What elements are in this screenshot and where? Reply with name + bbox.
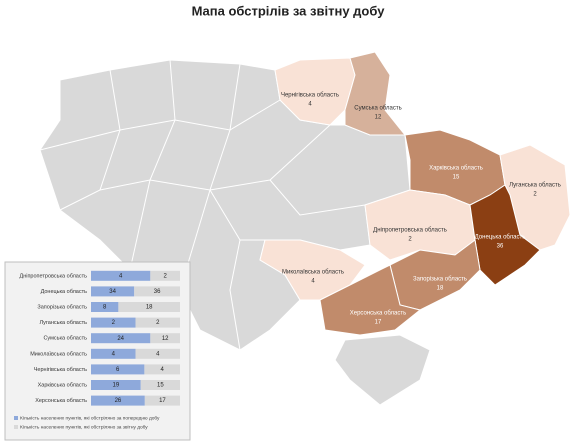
legend-label: Кількість населених пунктів, які обстріл…: [20, 415, 160, 421]
bar-segment: [91, 364, 145, 375]
value-label: 12: [162, 336, 169, 342]
region-name: Донецька область: [475, 235, 526, 241]
region-value: 2: [408, 237, 412, 243]
regions: Чернігівська область 4 Сумська область 12 Ха…: [259, 51, 571, 336]
value-label: 18: [146, 305, 153, 311]
bar-segment: [135, 317, 180, 328]
title: Мапа обстрілів за звітну добу: [192, 3, 386, 18]
bar-segment: [91, 333, 151, 344]
crimea: [334, 334, 431, 406]
map-base: [39, 59, 431, 406]
border: [229, 239, 241, 351]
region: [319, 264, 422, 336]
value-label: 4: [119, 273, 123, 279]
category-label: Миколаївська область: [30, 351, 87, 357]
region-name: Харківська область: [429, 166, 483, 172]
bar-segment: [91, 348, 136, 359]
value-label: 2: [156, 320, 160, 326]
category-label: Запорізька область: [37, 304, 87, 310]
region-name: Луганська область: [509, 183, 561, 189]
region-value: 4: [308, 102, 312, 108]
border: [269, 179, 366, 216]
border: [39, 99, 281, 151]
value-label: 2: [112, 320, 116, 326]
category-label: Харківська область: [38, 382, 88, 388]
bar-segment: [140, 380, 180, 390]
region-value: 12: [375, 115, 382, 121]
value-label: 19: [113, 383, 120, 389]
bar-segment: [118, 302, 180, 312]
bar-segment: [134, 286, 180, 297]
value-label: 26: [115, 398, 122, 404]
region-name: Сумська область: [354, 106, 402, 112]
value-label: 2: [163, 273, 167, 279]
value-label: 34: [109, 289, 116, 295]
category-label: Луганська область: [40, 320, 88, 326]
region-value: 17: [375, 320, 382, 326]
region-name: Херсонська область: [350, 311, 407, 317]
category-label: Херсонська область: [35, 398, 87, 404]
border: [129, 59, 176, 271]
border: [179, 63, 241, 291]
region-name: Дніпропетровська область: [373, 228, 447, 234]
category-label: Донецька область: [41, 289, 88, 295]
region-value: 4: [311, 279, 315, 285]
value-label: 15: [157, 383, 164, 389]
legend-label: Кількість населених пунктів, які обстріл…: [20, 424, 148, 430]
legend-swatch: [14, 425, 18, 429]
region-name: Запорізька область: [413, 277, 467, 283]
chart: Дніпропетровська область 4 2 Донецька облас…: [14, 270, 180, 430]
value-label: 4: [161, 367, 165, 373]
region-value: 2: [533, 192, 537, 198]
bar-segment: [91, 395, 145, 406]
region: [344, 51, 407, 136]
bar-segment: [144, 395, 180, 406]
border: [59, 69, 121, 211]
legend-swatch: [14, 416, 18, 420]
bar-segment: [91, 286, 135, 297]
value-label: 4: [112, 351, 116, 357]
region-name: Чернігівська область: [281, 93, 339, 99]
value-label: 4: [156, 351, 160, 357]
value-label: 24: [117, 336, 124, 342]
bar-segment: [144, 364, 180, 375]
region-value: 36: [497, 244, 504, 250]
value-label: 17: [159, 398, 166, 404]
bar-segment: [150, 270, 180, 281]
bar-segment: [135, 348, 180, 359]
category-label: Дніпропетровська область: [19, 273, 87, 279]
category-label: Чернігівська область: [34, 367, 87, 373]
bar-segment: [91, 317, 136, 328]
value-label: 8: [103, 305, 107, 311]
region-value: 18: [437, 286, 444, 292]
value-label: 6: [116, 367, 120, 373]
bar-segment: [91, 380, 141, 390]
value-label: 36: [154, 289, 161, 295]
bar-segment: [91, 270, 151, 281]
bar-segment: [150, 333, 180, 344]
bar-segment: [91, 302, 119, 312]
region-value: 15: [453, 175, 460, 181]
category-label: Сумська область: [43, 336, 87, 342]
region-name: Миколаївська область: [282, 270, 344, 276]
